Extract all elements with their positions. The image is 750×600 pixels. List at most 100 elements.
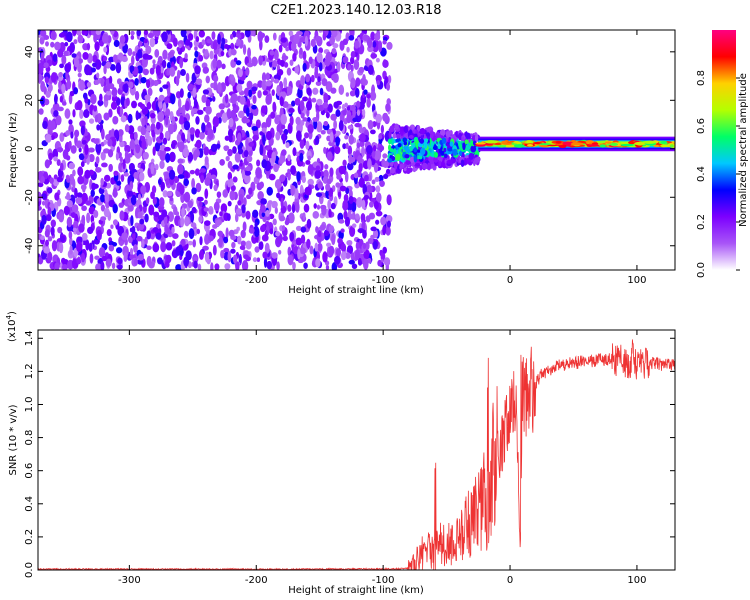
spectrogram-cell (85, 200, 92, 206)
spectrogram-cell (66, 216, 73, 228)
spectrogram-cell (252, 209, 259, 218)
spectrogram-cell (185, 39, 191, 46)
spectrogram-cell (142, 151, 149, 160)
spectrogram-cell (296, 123, 303, 133)
spectrogram-cell (344, 134, 349, 140)
spectrogram-cell (237, 132, 242, 143)
spectrogram-cell (382, 153, 388, 159)
spectrogram-cell (212, 41, 218, 51)
spectrogram-cell (168, 169, 176, 180)
spectrogram-cell (127, 203, 134, 212)
spectrogram-cell (94, 41, 100, 52)
spectrogram-cell (392, 132, 397, 139)
spectrogram-cell (347, 145, 353, 156)
spectrogram-cell (430, 140, 434, 148)
spectrogram-cell (243, 150, 249, 158)
spectrogram-cell (215, 219, 222, 226)
spectrogram-cell (79, 120, 86, 128)
spectrogram-cell (183, 230, 189, 238)
spectrogram-cell (227, 128, 234, 138)
spectrogram-cell (65, 155, 71, 161)
spectrogram-cell (95, 142, 102, 154)
spectrogram-cell (285, 216, 290, 225)
spectrogram-cell (177, 158, 184, 164)
spectrogram-cell (160, 181, 164, 192)
spectrogram-cell (102, 55, 108, 62)
spectrogram-cell (291, 203, 296, 214)
spectrogram-cell (270, 76, 275, 83)
spectrogram-cell (73, 220, 79, 228)
spectrogram-cell (226, 213, 231, 222)
spectrogram-cell (354, 249, 360, 261)
spectrogram-cell (157, 55, 163, 64)
spectrogram-cell (350, 77, 356, 89)
spectrogram-cell (320, 204, 327, 210)
spectrogram-cell (345, 142, 349, 150)
spectrogram-cell (217, 82, 222, 93)
spectrogram-cell (271, 200, 278, 209)
spectrogram-cell (58, 242, 64, 254)
spectrogram-cell (44, 229, 50, 238)
spectrogram-cell (228, 229, 235, 238)
spectrogram-cell (190, 108, 195, 117)
spectrogram-cell (187, 131, 191, 142)
spectrogram-cell (279, 96, 284, 107)
spectrogram-cell (399, 163, 405, 169)
spectrogram-cell (41, 214, 47, 226)
spectrogram-cell (95, 263, 102, 270)
spectrogram-cell (440, 150, 445, 156)
spectrogram-cell (236, 125, 243, 132)
spectrogram-cell (50, 72, 57, 83)
spectrogram-cell (227, 171, 233, 181)
spectrogram-cell (356, 142, 361, 149)
spectrogram-cell (362, 34, 370, 41)
spectrogram-cell (314, 242, 319, 252)
spectrogram-cell (211, 31, 216, 40)
spectrogram-cell (123, 172, 129, 177)
spectrogram-cell (364, 174, 369, 182)
colorbar-tick-label: 0.6 (696, 118, 707, 134)
spectrogram-cell (315, 226, 319, 234)
spectrogram-cell (178, 141, 185, 153)
spectrogram-cell (373, 200, 379, 210)
spectrogram-cell (365, 215, 371, 223)
spectrogram-cell (87, 226, 94, 235)
spectrogram-cell (317, 76, 321, 83)
x-tick-label: 100 (627, 275, 646, 286)
spectrogram-cell (367, 237, 374, 244)
spectrogram-cell (237, 33, 242, 40)
spectrogram-cell (61, 263, 68, 270)
spectrogram-cell (53, 156, 58, 162)
spectrogram-cell (419, 127, 426, 135)
spectrogram-cell (367, 158, 372, 170)
spectrogram-cell (384, 131, 390, 142)
spectrogram-cell (105, 90, 113, 96)
spectrogram-cell (319, 87, 324, 96)
spectrogram-cell (50, 226, 55, 236)
spectrogram-cell (190, 212, 195, 223)
spectrogram-cell (329, 167, 334, 177)
spectrogram-cell (71, 204, 79, 213)
spectrogram-cell (275, 231, 281, 237)
spectrogram-cell (52, 148, 59, 160)
spectrogram-cell (93, 33, 98, 43)
spectrogram-cell (371, 179, 376, 185)
spectrogram-cell (461, 136, 465, 142)
spectrogram-cell (159, 160, 165, 170)
spectrogram-cell (134, 77, 139, 86)
spectrogram-cell (189, 169, 196, 175)
spectrogram-cell (137, 49, 143, 59)
spectrogram-cell (119, 35, 126, 44)
spectrogram-cell (382, 246, 387, 254)
spectrogram-cell (265, 80, 272, 87)
spectrogram-cell (165, 114, 169, 126)
spectrogram-cell (167, 211, 175, 223)
spectrogram-cell (76, 192, 83, 199)
spectrogram-cell (299, 47, 303, 55)
spectrogram-cell (306, 238, 311, 249)
spectrogram-cell (203, 207, 209, 212)
spectrogram-cell (259, 181, 265, 189)
spectrogram-cell (206, 121, 212, 128)
spectrogram-cell (330, 87, 337, 94)
spectrogram-cell (413, 154, 418, 163)
